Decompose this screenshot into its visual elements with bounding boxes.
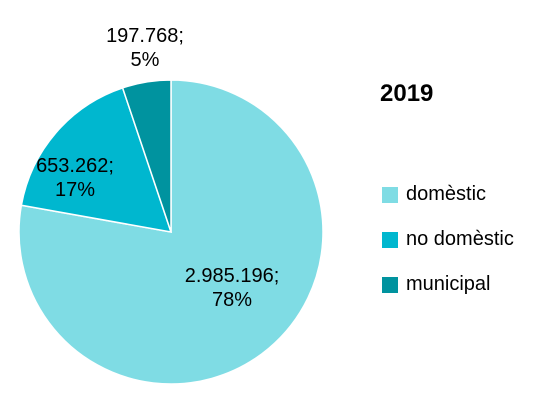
legend-label-municipal: municipal: [406, 273, 491, 295]
pie-data-labels: 2.985.196;78% 653.262;17% 197.768;5%: [36, 25, 279, 311]
data-label-municipal: 197.768;5%: [106, 25, 184, 71]
legend-label-non-domestic: no domèstic: [406, 228, 514, 250]
legend-swatch-domestic: [382, 186, 398, 203]
data-label-non-domestic-value: 653.262;: [36, 155, 114, 177]
legend-item-domestic: domèstic: [382, 172, 514, 217]
data-label-domestic: 2.985.196;78%: [185, 265, 280, 311]
data-label-domestic-value: 2.985.196;: [185, 265, 280, 287]
chart-legend: domèstic no domèstic municipal: [382, 172, 514, 307]
data-label-municipal-percent: 5%: [131, 49, 160, 71]
pie-slice-non-domestic: [20, 86, 173, 233]
legend-swatch-non-domestic: [382, 231, 398, 248]
legend-swatch-municipal: [382, 276, 398, 293]
pie-slice-municipal: [121, 79, 172, 233]
data-label-non-domestic: 653.262;17%: [36, 155, 114, 201]
chart-title: 2019: [380, 80, 434, 107]
legend-label-domestic: domèstic: [406, 183, 487, 205]
data-label-domestic-percent: 78%: [212, 289, 252, 311]
data-label-non-domestic-percent: 17%: [55, 179, 95, 201]
legend-item-municipal: municipal: [382, 262, 514, 307]
legend-item-non-domestic: no domèstic: [382, 217, 514, 262]
data-label-municipal-value: 197.768;: [106, 25, 184, 47]
pie-slices: [18, 79, 324, 385]
